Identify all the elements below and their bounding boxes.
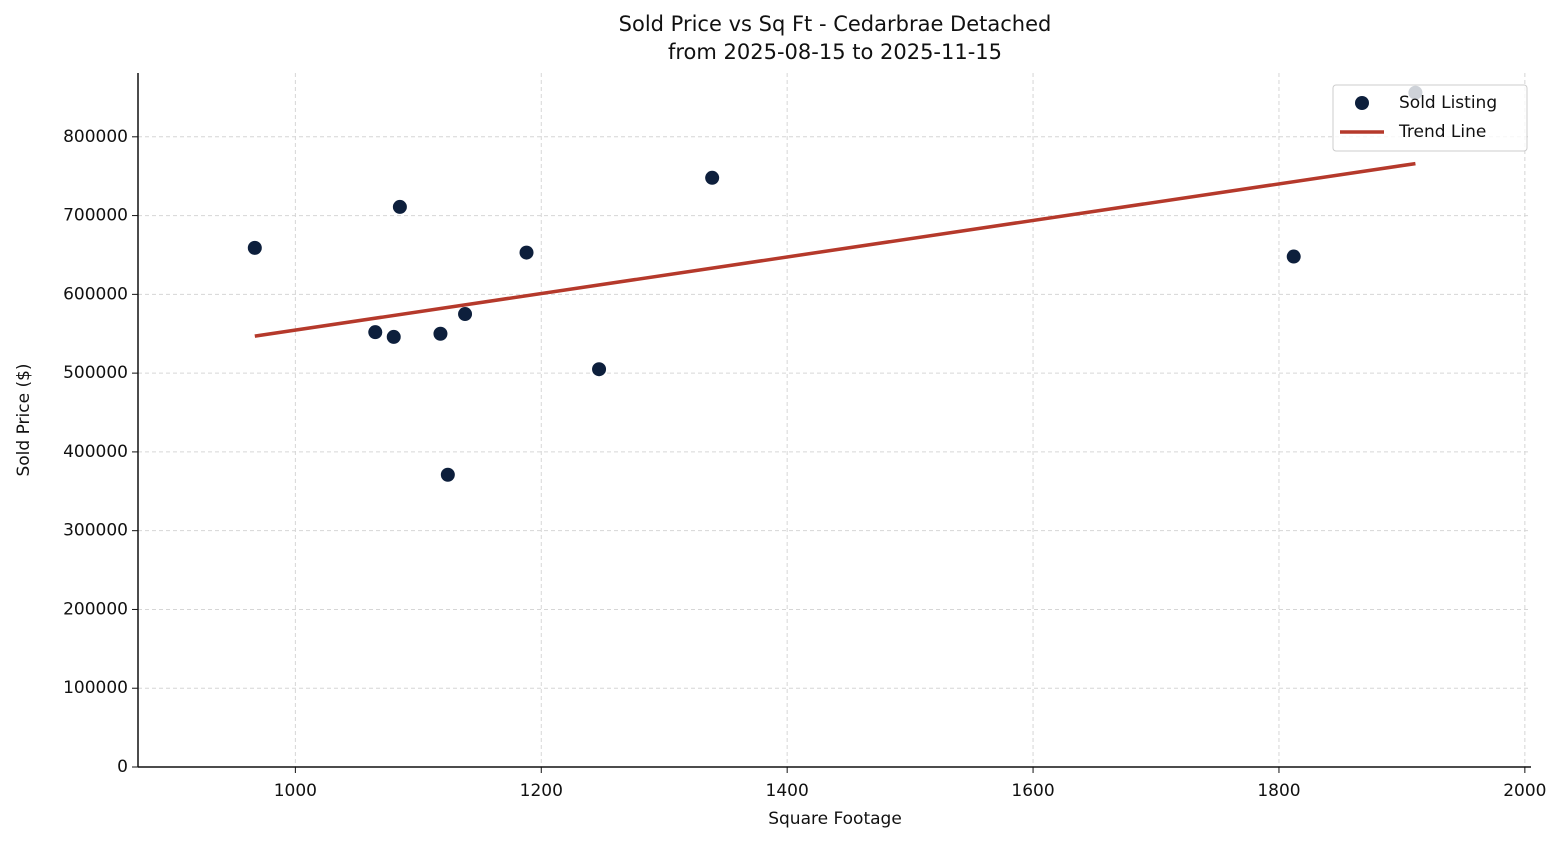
- x-tick-label: 1000: [274, 781, 317, 801]
- y-tick-label: 500000: [63, 363, 128, 383]
- point: [392, 199, 407, 214]
- point: [368, 325, 383, 340]
- legend-label: Sold Listing: [1399, 93, 1497, 113]
- y-tick-label: 600000: [63, 284, 128, 304]
- trend-line: [254, 161, 1416, 338]
- y-tick-label: 300000: [63, 521, 128, 541]
- y-tick-label: 800000: [63, 127, 128, 147]
- point: [433, 326, 448, 341]
- x-tick-label: 1400: [766, 781, 809, 801]
- point: [440, 467, 455, 482]
- x-tick-label: 1800: [1257, 781, 1300, 801]
- x-tick-label: 1200: [520, 781, 563, 801]
- point: [247, 240, 262, 255]
- y-tick-label: 0: [117, 757, 128, 777]
- point: [519, 245, 534, 260]
- x-tick-label: 1600: [1011, 781, 1054, 801]
- x-axis-label: Square Footage: [768, 809, 902, 829]
- legend-box: [1332, 84, 1528, 152]
- point: [1286, 249, 1301, 264]
- y-tick-label: 100000: [63, 678, 128, 698]
- chart-title: Sold Price vs Sq Ft - Cedarbrae Detached: [619, 12, 1052, 36]
- legend-swatch: [1355, 96, 1369, 110]
- point: [592, 362, 607, 377]
- y-axis-label: Sold Price ($): [14, 363, 34, 476]
- legend-label: Trend Line: [1398, 122, 1486, 142]
- point: [458, 307, 473, 322]
- x-tick-label: 2000: [1503, 781, 1546, 801]
- y-tick-label: 700000: [63, 206, 128, 226]
- point: [386, 329, 401, 344]
- point: [705, 170, 720, 185]
- y-tick-label: 200000: [63, 599, 128, 619]
- y-tick-label: 400000: [63, 442, 128, 462]
- chart-subtitle: from 2025-08-15 to 2025-11-15: [668, 40, 1002, 64]
